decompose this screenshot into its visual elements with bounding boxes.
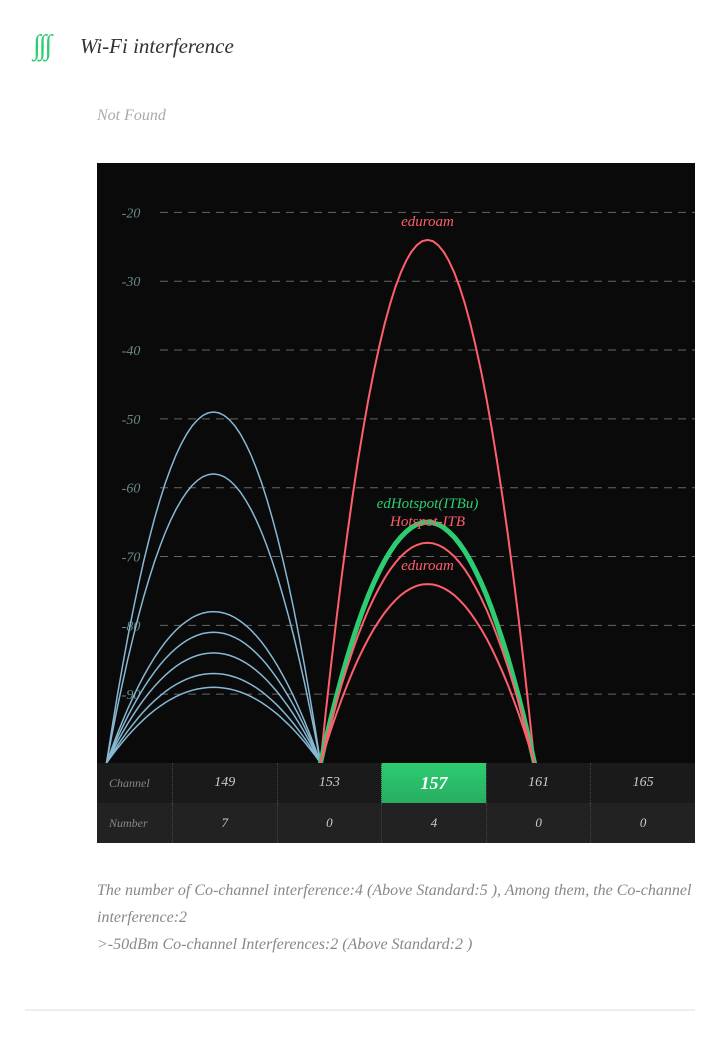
summary-line-2: >-50dBm Co-channel Interferences:2 (Abov… [97,931,695,958]
page: ∫∫∫ Wi-Fi interference Not Found -20 -30 -… [0,0,720,1041]
channel-row-label: Channel [97,776,172,791]
svg-text:eduroam: eduroam [401,558,454,574]
number-cell-149: 7 [172,803,277,843]
wifi-chart: -20-30-40-50-60-70-80-90 eduroamedHotspo… [97,163,695,843]
channel-cell-149[interactable]: 149 [172,763,277,803]
channel-cell-153[interactable]: 153 [277,763,382,803]
chart-bottom-table: Channel 149153157161165 Number 70400 [97,763,695,843]
svg-text:-40: -40 [122,344,141,359]
summary-line-1: The number of Co-channel interference:4 … [97,877,695,931]
page-title: Wi-Fi interference [80,34,234,59]
svg-text:-20: -20 [122,206,141,221]
number-row-label: Number [97,816,172,831]
channel-cell-165[interactable]: 165 [590,763,695,803]
svg-text:-70: -70 [122,551,141,566]
header: ∫∫∫ Wi-Fi interference [25,30,695,62]
svg-text:-60: -60 [122,482,141,497]
channel-row: Channel 149153157161165 [97,763,695,803]
wifi-interference-icon: ∫∫∫ [33,30,50,62]
channel-cell-161[interactable]: 161 [486,763,591,803]
number-cell-157: 4 [381,803,486,843]
svg-text:eduroam: eduroam [401,214,454,230]
channel-cell-157[interactable]: 157 [381,763,486,803]
number-row: Number 70400 [97,803,695,843]
number-cell-161: 0 [486,803,591,843]
svg-text:edHotspot(ITBu): edHotspot(ITBu) [377,496,479,512]
number-cell-165: 0 [590,803,695,843]
summary-text: The number of Co-channel interference:4 … [97,877,695,959]
status-text: Not Found [97,107,695,125]
section-divider [25,1009,695,1011]
svg-text:-50: -50 [122,413,141,428]
svg-text:-30: -30 [122,275,141,290]
number-cell-153: 0 [277,803,382,843]
svg-text:Hotspot-ITB: Hotspot-ITB [389,514,465,530]
chart-svg: -20-30-40-50-60-70-80-90 eduroamedHotspo… [97,163,695,843]
